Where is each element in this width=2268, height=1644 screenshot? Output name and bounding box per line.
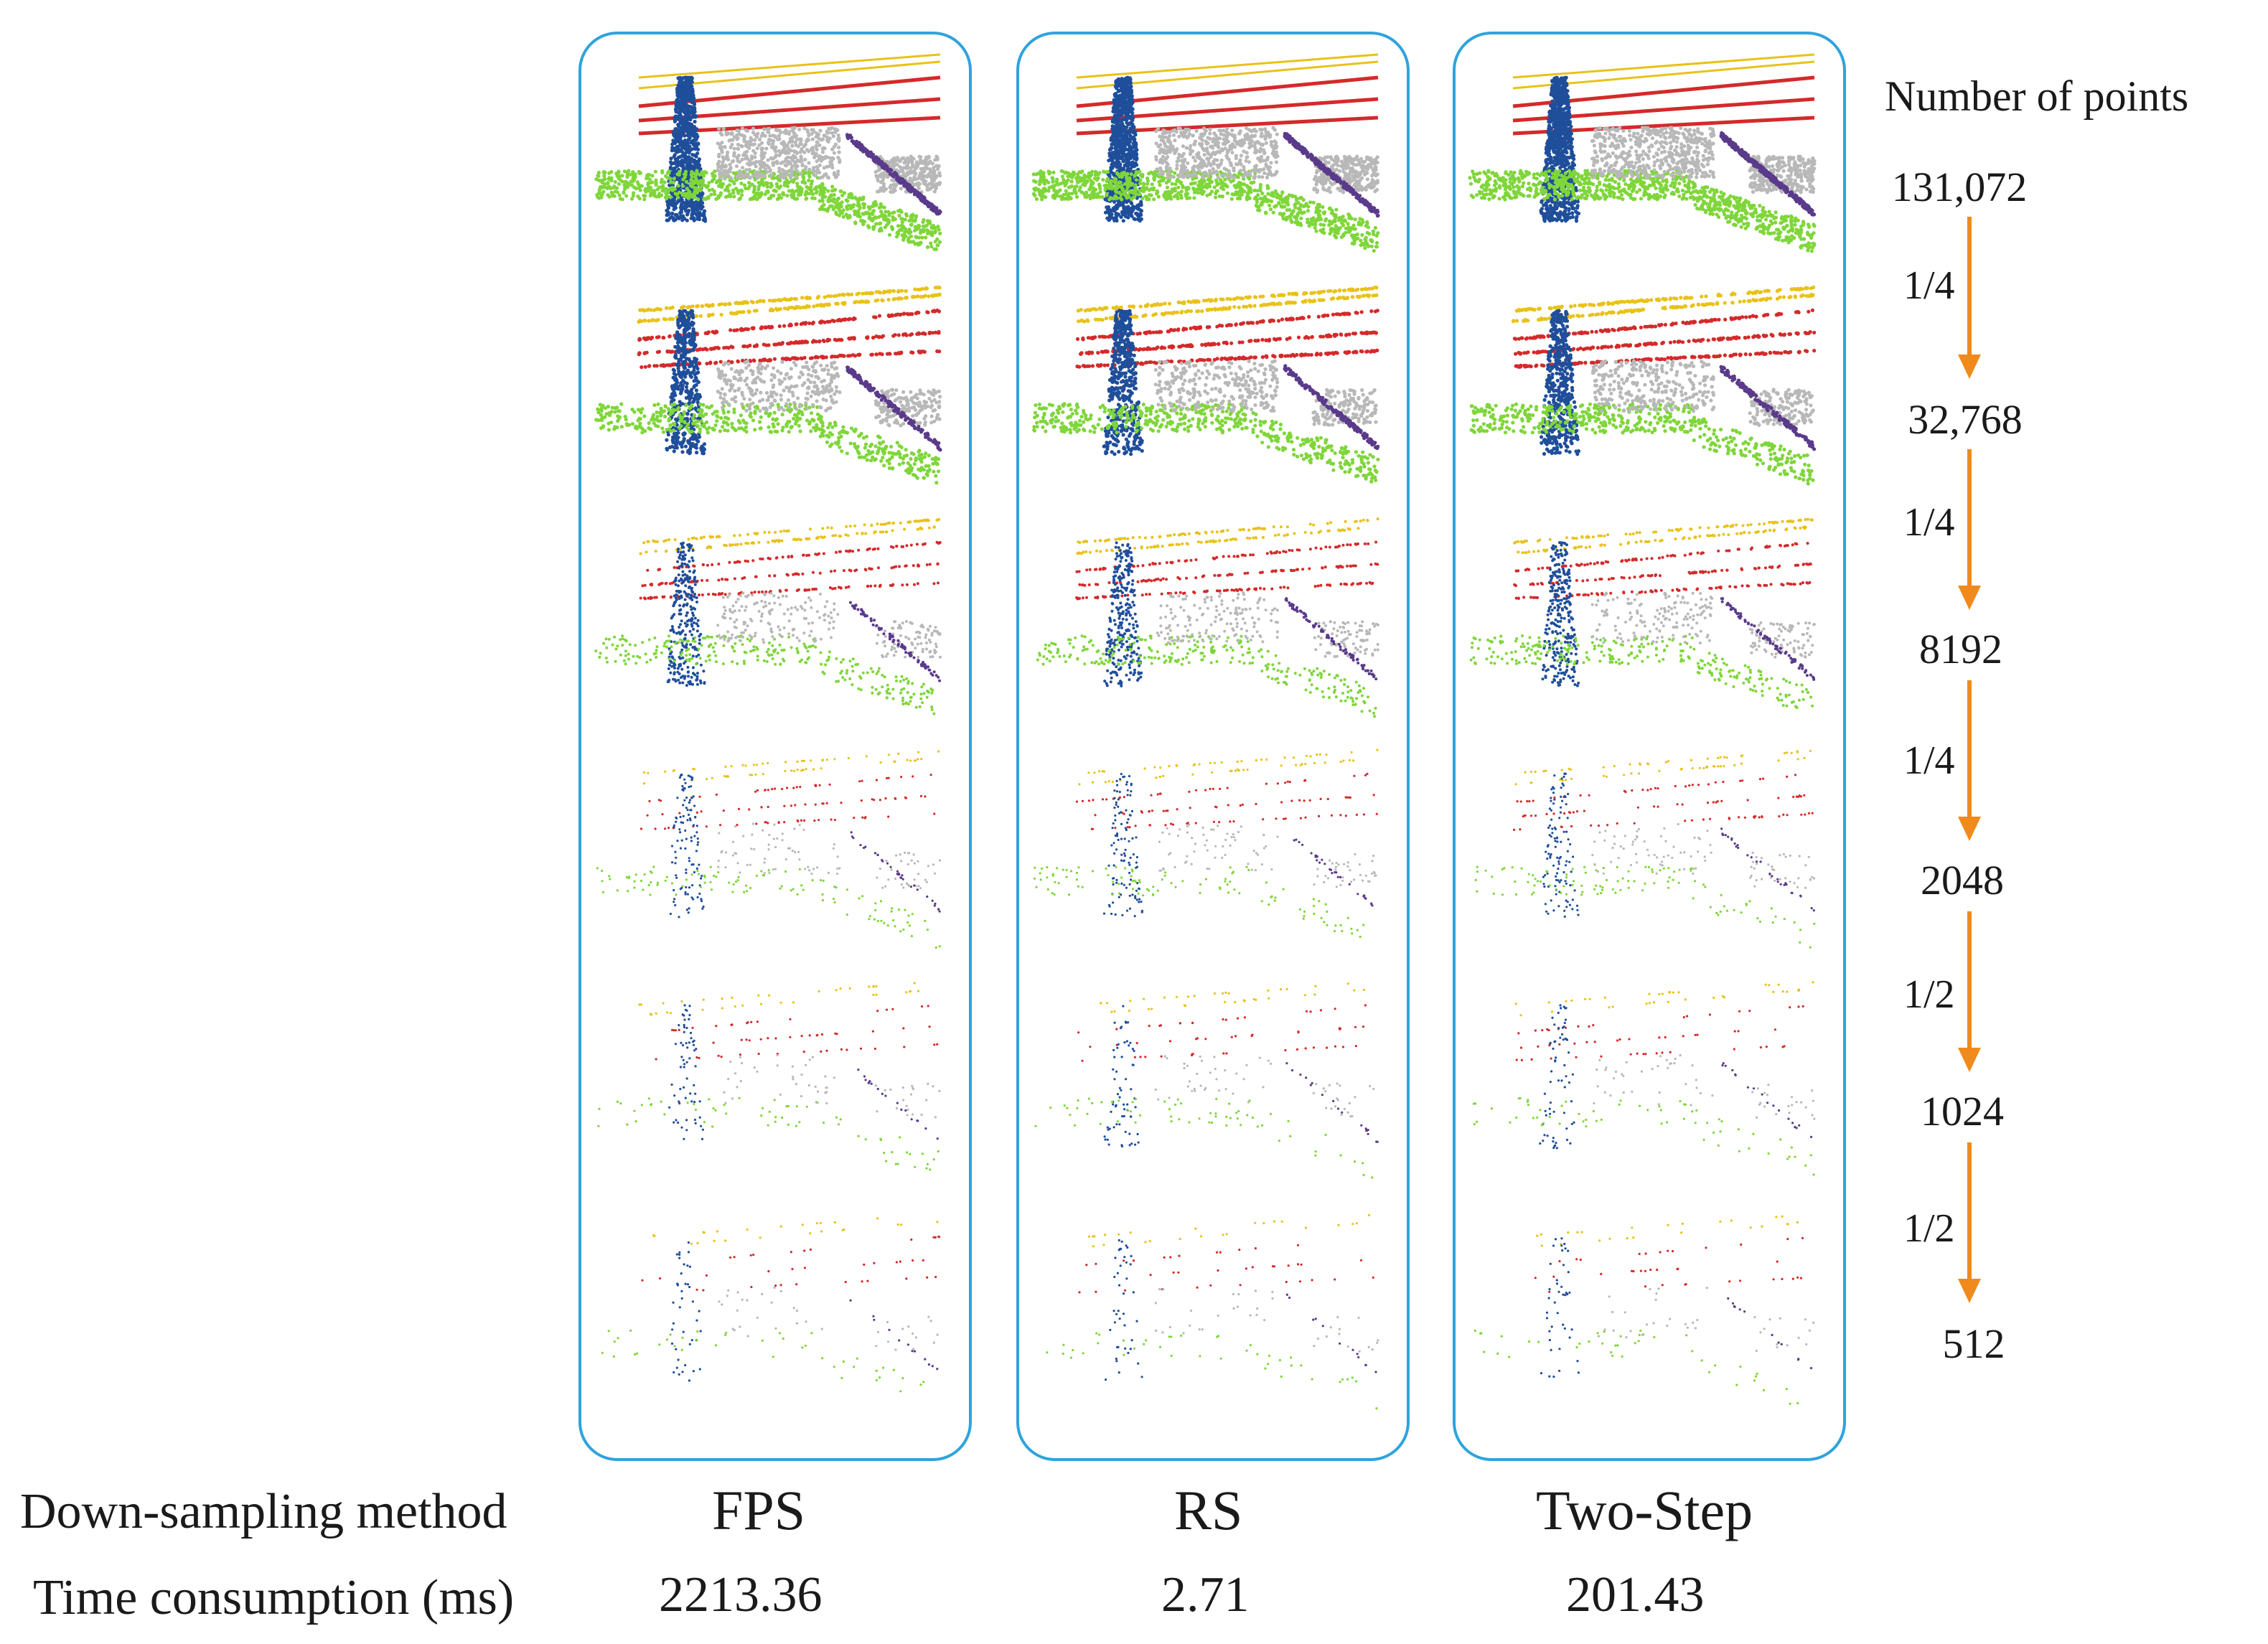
panel-fps xyxy=(578,32,972,1461)
level-count: 32,768 xyxy=(1872,399,2058,441)
point-cloud-scene xyxy=(594,517,942,715)
time-rs: 2.71 xyxy=(1161,1570,1250,1620)
ratio-label: 1/4 xyxy=(1903,502,1955,542)
time-two-step: 201.43 xyxy=(1566,1570,1705,1620)
ratio-label: 1/2 xyxy=(1903,974,1955,1015)
panel-rs xyxy=(1016,32,1410,1461)
point-cloud-scene xyxy=(1468,53,1817,253)
ratio-label: 1/4 xyxy=(1903,266,1955,306)
panel-two-step xyxy=(1453,32,1846,1461)
point-cloud-scene xyxy=(1473,1215,1815,1405)
point-cloud-scene xyxy=(597,982,941,1171)
down-arrow-icon xyxy=(1958,1142,1981,1303)
point-cloud-scene xyxy=(1474,750,1816,949)
ratio-label: 1/4 xyxy=(1903,741,1955,781)
point-cloud-scene xyxy=(594,285,942,485)
down-sampling-method-label: Down-sampling method xyxy=(20,1487,507,1537)
level-count: 8192 xyxy=(1868,629,2054,670)
level-count: 131,072 xyxy=(1866,166,2053,208)
point-cloud-scene xyxy=(1036,517,1379,718)
method-name-two-step: Two-Step xyxy=(1536,1483,1753,1539)
time-fps: 2213.36 xyxy=(659,1570,823,1620)
point-cloud-scene xyxy=(1033,748,1379,939)
point-cloud-scene xyxy=(1469,517,1816,710)
down-arrow-icon xyxy=(1958,911,1981,1072)
method-name-fps: FPS xyxy=(712,1483,805,1539)
point-cloud-scene xyxy=(1046,1213,1379,1410)
down-arrow-icon xyxy=(1958,217,1981,379)
down-arrow-icon xyxy=(1958,680,1981,841)
number-of-points-header: Number of points xyxy=(1885,75,2188,118)
point-cloud-scene xyxy=(1032,285,1380,484)
point-cloud-scene xyxy=(1034,982,1379,1179)
time-consumption-label: Time consumption (ms) xyxy=(33,1573,514,1623)
down-arrow-icon xyxy=(1958,449,1981,610)
point-cloud-scene xyxy=(1469,285,1817,486)
point-cloud-scene xyxy=(1031,53,1380,253)
level-count: 2048 xyxy=(1869,860,2056,901)
method-name-rs: RS xyxy=(1174,1483,1242,1539)
point-cloud-scene xyxy=(601,1217,941,1393)
point-cloud-scene xyxy=(594,53,942,251)
level-count: 1024 xyxy=(1869,1091,2056,1132)
ratio-label: 1/2 xyxy=(1903,1208,1955,1249)
point-cloud-scene xyxy=(596,750,942,949)
fps-point-cloud-illustration xyxy=(594,53,942,1393)
point-cloud-scene xyxy=(1472,981,1816,1176)
rs-point-cloud-illustration xyxy=(1031,53,1380,1410)
level-count: 512 xyxy=(1880,1323,2067,1365)
two-step-point-cloud-illustration xyxy=(1468,53,1817,1405)
